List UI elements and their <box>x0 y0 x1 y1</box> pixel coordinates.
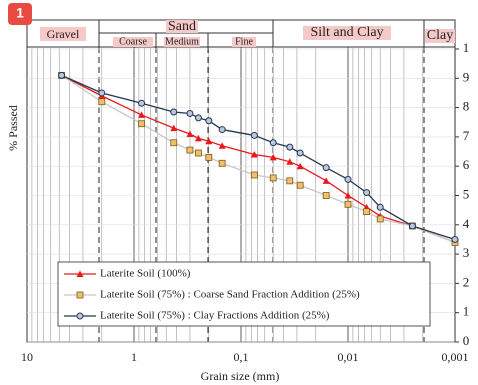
data-point <box>344 200 352 208</box>
data-point <box>269 139 277 147</box>
data-point <box>376 203 384 211</box>
x-tick-label: 1 <box>131 350 137 364</box>
y-tick-label: 1 <box>463 304 470 319</box>
data-point <box>408 222 416 230</box>
legend-marker <box>76 270 84 277</box>
data-point <box>296 181 304 189</box>
y-tick-label: 7 <box>463 128 470 143</box>
data-point <box>286 158 294 165</box>
data-point <box>170 124 178 132</box>
y-tick-label: 4 <box>463 216 470 231</box>
legend-label: Laterite Soil (75%) : Coarse Sand Fracti… <box>100 289 360 301</box>
subzone-label: Fine <box>235 36 253 47</box>
y-tick-label: 9 <box>463 69 470 84</box>
x-axis-title: Grain size (mm) <box>201 369 280 383</box>
zone-label: Sand <box>168 19 196 34</box>
y-axis-title: % Passed <box>6 105 20 151</box>
data-point <box>138 120 145 128</box>
legend-marker <box>76 291 84 299</box>
series-line <box>61 74 456 243</box>
data-point <box>376 215 384 223</box>
subzone-label: Medium <box>165 36 199 47</box>
y-tick-label: 6 <box>463 157 470 172</box>
data-point <box>205 154 213 161</box>
data-point <box>205 117 213 125</box>
x-tick-label: 0,001 <box>442 350 469 364</box>
x-tick-label: 10 <box>21 350 33 364</box>
x-tick-label: 0,1 <box>234 350 249 364</box>
data-point <box>186 130 194 137</box>
zone-label: Clay <box>427 28 453 43</box>
data-point <box>322 192 330 199</box>
data-point <box>218 142 226 149</box>
data-point <box>363 208 371 216</box>
x-tick-label: 0,01 <box>338 350 359 364</box>
data-point <box>322 177 330 184</box>
data-point <box>58 71 66 79</box>
data-point <box>363 189 371 197</box>
y-tick-label: 1 <box>463 40 470 55</box>
zone-label: Silt and Clay <box>310 25 383 40</box>
data-point <box>194 134 202 142</box>
data-point <box>194 114 202 122</box>
data-point <box>269 153 277 161</box>
highlight <box>164 37 200 47</box>
y-tick-label: 3 <box>463 245 470 260</box>
badge <box>8 3 32 25</box>
data-point <box>322 164 330 172</box>
data-point <box>296 162 304 170</box>
data-point <box>170 108 178 116</box>
legend <box>57 261 431 327</box>
data-point <box>186 109 194 117</box>
data-point <box>195 149 202 157</box>
highlight <box>303 26 391 40</box>
data-point <box>98 89 106 97</box>
data-point <box>344 175 352 183</box>
data-point <box>218 126 226 134</box>
legend-items: Laterite Soil (100%) Laterite Soil (75%) … <box>64 268 360 322</box>
data-point <box>296 149 304 157</box>
highlight <box>425 29 455 43</box>
series-line <box>61 74 456 241</box>
data-point <box>286 177 294 185</box>
legend-label: Laterite Soil (100%) <box>100 268 191 280</box>
highlight <box>40 27 86 41</box>
zone-label: Gravel <box>47 27 80 41</box>
series-line <box>61 74 456 243</box>
data-point <box>250 171 258 179</box>
highlight <box>166 20 198 33</box>
data-point <box>138 99 146 107</box>
y-tick-label: 0 <box>463 333 470 348</box>
data-point <box>250 150 258 158</box>
legend-marker <box>76 312 84 320</box>
y-tick-label: 5 <box>463 186 470 201</box>
data-point <box>138 111 146 118</box>
legend-label: Laterite Soil (75%) : Clay Fractions Add… <box>100 310 330 322</box>
data-point <box>286 143 294 151</box>
data-point <box>98 98 106 106</box>
highlight <box>113 37 153 47</box>
data-point <box>451 235 459 243</box>
data-point <box>205 137 213 145</box>
plot: 10 1 0,1 0,01 0,001 0 1 2 3 4 5 6 7 8 9 1 <box>21 40 470 364</box>
y-tick-label: 2 <box>463 274 470 289</box>
zone-boundaries <box>98 20 425 47</box>
subzone-label: Coarse <box>119 36 147 47</box>
data-point <box>186 146 194 154</box>
data-point <box>250 131 258 139</box>
data-point <box>170 139 178 147</box>
y-tick-label: 8 <box>463 99 470 114</box>
data-point <box>344 192 352 199</box>
data-point <box>218 159 226 167</box>
badge-label: 1 <box>16 5 24 21</box>
data-point <box>269 174 277 182</box>
highlight <box>232 37 256 47</box>
